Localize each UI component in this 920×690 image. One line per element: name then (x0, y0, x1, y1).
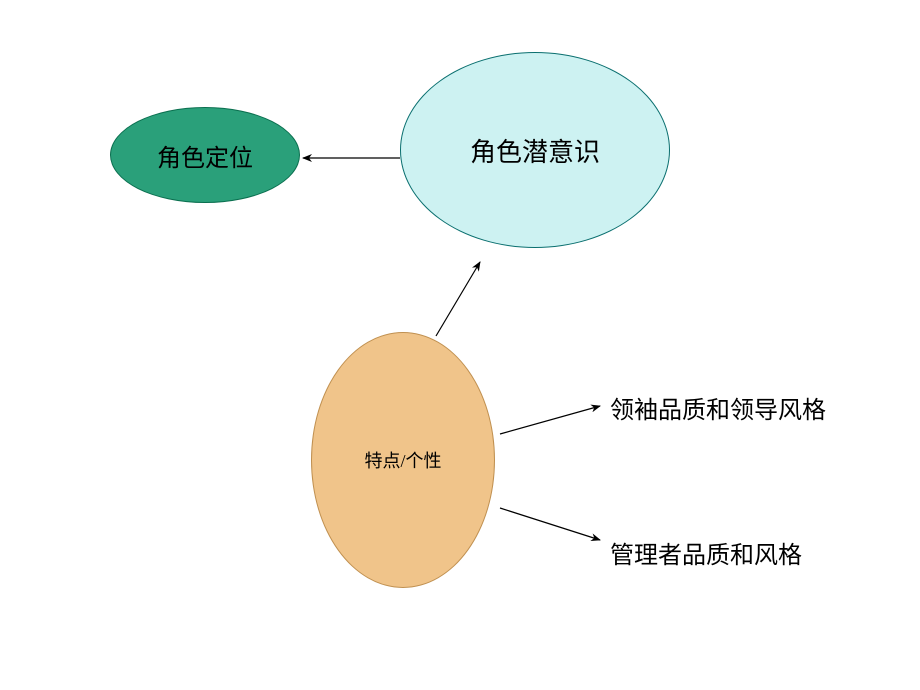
node-traits-personality-label: 特点/个性 (364, 447, 441, 473)
node-role-subconscious: 角色潜意识 (400, 52, 670, 248)
edge-arrow (500, 406, 600, 434)
node-traits-personality: 特点/个性 (311, 332, 495, 588)
label-leader-quality: 领袖品质和领导风格 (610, 390, 826, 425)
diagram-canvas: 角色定位 角色潜意识 特点/个性 领袖品质和领导风格 管理者品质和风格 (0, 0, 920, 690)
edge-arrow (436, 262, 480, 336)
node-role-positioning-label: 角色定位 (157, 138, 253, 173)
edge-arrow (500, 508, 600, 540)
label-manager-quality-text: 管理者品质和风格 (610, 543, 802, 569)
label-leader-quality-text: 领袖品质和领导风格 (610, 398, 826, 424)
label-manager-quality: 管理者品质和风格 (610, 535, 802, 570)
node-role-subconscious-label: 角色潜意识 (470, 132, 600, 169)
node-role-positioning: 角色定位 (110, 107, 300, 203)
